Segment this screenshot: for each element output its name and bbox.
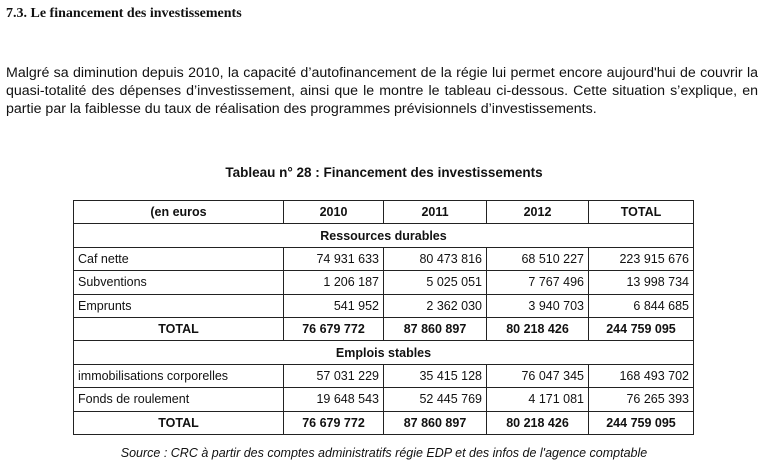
section-row: Emplois stables — [73, 340, 694, 365]
value-cell: 87 860 897 — [383, 410, 487, 435]
header-cell: TOTAL — [588, 199, 694, 225]
value-cell: 168 493 702 — [588, 363, 694, 389]
row-label: Emprunts — [73, 293, 284, 318]
table-row: Subventions 1 206 187 5 025 051 7 767 496 13… — [73, 270, 694, 295]
value-cell: 52 445 769 — [383, 387, 487, 412]
table-row: immobilisations corporelles 57 031 229 35 … — [73, 363, 694, 389]
value-cell: 13 998 734 — [588, 270, 694, 295]
header-cell: 2012 — [486, 199, 589, 225]
table-caption: Tableau n° 28 : Financement des investis… — [225, 165, 543, 180]
value-cell: 2 362 030 — [383, 293, 487, 318]
header-cell: 2010 — [283, 199, 384, 225]
value-cell: 35 415 128 — [383, 363, 487, 389]
header-cell: (en euros — [73, 199, 284, 225]
value-cell: 1 206 187 — [283, 270, 384, 295]
financing-table: (en euros 2010 2011 2012 TOTAL Ressource… — [73, 199, 694, 435]
value-cell: 3 940 703 — [486, 293, 589, 318]
value-cell: 87 860 897 — [383, 316, 487, 342]
row-label: immobilisations corporelles — [73, 363, 284, 389]
table-source: Source : CRC à partir des comptes admini… — [120, 446, 648, 460]
value-cell: 68 510 227 — [486, 246, 589, 272]
value-cell: 76 265 393 — [588, 387, 694, 412]
value-cell: 5 025 051 — [383, 270, 487, 295]
value-cell: 6 844 685 — [588, 293, 694, 318]
row-label: TOTAL — [73, 316, 284, 342]
value-cell: 244 759 095 — [588, 316, 694, 342]
value-cell: 223 915 676 — [588, 246, 694, 272]
row-label: Subventions — [73, 270, 284, 295]
row-label: Fonds de roulement — [73, 387, 284, 412]
value-cell: 19 648 543 — [283, 387, 384, 412]
header-row: (en euros 2010 2011 2012 TOTAL — [73, 199, 694, 225]
section-title: 7.3. Le financement des investissements — [6, 6, 242, 21]
value-cell: 80 218 426 — [486, 316, 589, 342]
value-cell: 80 218 426 — [486, 410, 589, 435]
value-cell: 541 952 — [283, 293, 384, 318]
value-cell: 76 679 772 — [283, 410, 384, 435]
row-label: TOTAL — [73, 410, 284, 435]
value-cell: 4 171 081 — [486, 387, 589, 412]
table-row: Emprunts 541 952 2 362 030 3 940 703 6 844 6… — [73, 293, 694, 318]
section-label: Ressources durables — [73, 223, 694, 248]
value-cell: 80 473 816 — [383, 246, 487, 272]
value-cell: 244 759 095 — [588, 410, 694, 435]
table-row: Caf nette 74 931 633 80 473 816 68 510 227 2… — [73, 246, 694, 272]
table-row: Fonds de roulement 19 648 543 52 445 769 4 … — [73, 387, 694, 412]
total-row: TOTAL 76 679 772 87 860 897 80 218 426 244 7… — [73, 410, 694, 435]
value-cell: 76 047 345 — [486, 363, 589, 389]
total-row: TOTAL 76 679 772 87 860 897 80 218 426 244 7… — [73, 316, 694, 342]
section-row: Ressources durables — [73, 223, 694, 248]
body-paragraph: Malgré sa diminution depuis 2010, la cap… — [6, 65, 758, 117]
value-cell: 76 679 772 — [283, 316, 384, 342]
header-cell: 2011 — [383, 199, 487, 225]
value-cell: 74 931 633 — [283, 246, 384, 272]
row-label: Caf nette — [73, 246, 284, 272]
section-label: Emplois stables — [73, 340, 694, 365]
value-cell: 7 767 496 — [486, 270, 589, 295]
value-cell: 57 031 229 — [283, 363, 384, 389]
